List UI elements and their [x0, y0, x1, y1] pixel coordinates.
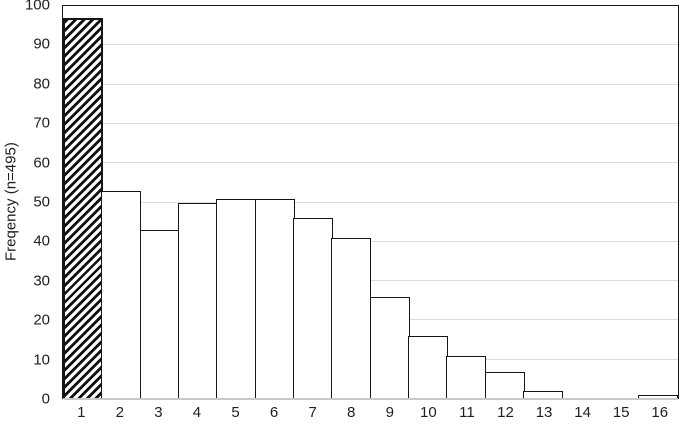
- bar-slot: [484, 6, 525, 399]
- bar-slot: [331, 6, 372, 399]
- bar: [293, 218, 333, 399]
- gridline: [63, 122, 678, 124]
- x-tick-label: 1: [77, 404, 86, 421]
- x-tick-label: 13: [535, 404, 553, 421]
- y-tick-label: 50: [33, 193, 50, 211]
- x-tick-label: 12: [497, 404, 514, 421]
- y-tick-label: 0: [41, 390, 50, 408]
- x-tick-label: 3: [154, 404, 163, 421]
- bar: [101, 190, 142, 399]
- bar-slot: [63, 6, 103, 399]
- y-tick-label: 60: [33, 154, 50, 172]
- bar-slot: [638, 6, 678, 399]
- bar: [446, 355, 487, 399]
- bar: [331, 237, 372, 399]
- x-tick-label: 2: [115, 404, 125, 421]
- bar-slot: [178, 6, 218, 399]
- bar: [178, 202, 218, 399]
- gridline: [63, 44, 678, 46]
- bars-container: [63, 6, 678, 399]
- bar-slot: [446, 6, 487, 399]
- plot-area: [62, 5, 679, 400]
- bar-slot: [139, 6, 180, 399]
- y-tick-label: 30: [33, 272, 50, 290]
- y-tick-label: 10: [33, 351, 50, 369]
- bar: [139, 230, 180, 399]
- gridline: [63, 162, 678, 164]
- x-tick-label: 8: [347, 404, 356, 421]
- bar: [254, 198, 295, 399]
- bar-slot: [523, 6, 563, 399]
- gridline: [63, 83, 678, 85]
- x-axis-line: [63, 398, 678, 400]
- y-tick-label: 80: [33, 75, 50, 93]
- y-tick-label: 20: [33, 311, 50, 329]
- bar: [484, 371, 525, 399]
- bar: [216, 198, 257, 399]
- bar-slot: [293, 6, 333, 399]
- bar-slot: [101, 6, 142, 399]
- y-tick-label: 40: [33, 232, 50, 250]
- y-tick-label: 100: [24, 0, 50, 14]
- bar-slot: [369, 6, 410, 399]
- x-tick-label: 5: [231, 404, 240, 421]
- bar-slot: [561, 6, 601, 399]
- bar: [369, 296, 410, 399]
- x-tick-label: 14: [574, 404, 591, 421]
- x-tick-label: 9: [385, 404, 394, 421]
- bar-slot: [408, 6, 448, 399]
- bar-hatched: [63, 17, 103, 399]
- x-tick-label: 16: [651, 404, 669, 421]
- x-axis-tick-labels: 1 2 3 4 5 6 7 8 9 10 11 12 13 14 15 16: [62, 404, 679, 421]
- bar: [638, 395, 678, 399]
- x-tick-label: 4: [192, 404, 202, 421]
- bar: [408, 336, 448, 399]
- y-axis-tick-labels: 0 10 20 30 40 50 60 70 80 90 100: [0, 0, 52, 407]
- bar-slot: [254, 6, 295, 399]
- gridline: [63, 201, 678, 203]
- x-tick-label: 10: [420, 404, 437, 421]
- x-tick-label: 15: [612, 404, 630, 421]
- x-tick-label: 11: [459, 404, 475, 421]
- y-tick-label: 70: [33, 114, 50, 132]
- x-tick-label: 7: [308, 404, 317, 421]
- bar-slot: [600, 6, 640, 399]
- y-tick-label: 90: [33, 35, 50, 53]
- bar: [523, 391, 563, 399]
- bar-slot: [216, 6, 257, 399]
- x-tick-label: 6: [269, 404, 279, 421]
